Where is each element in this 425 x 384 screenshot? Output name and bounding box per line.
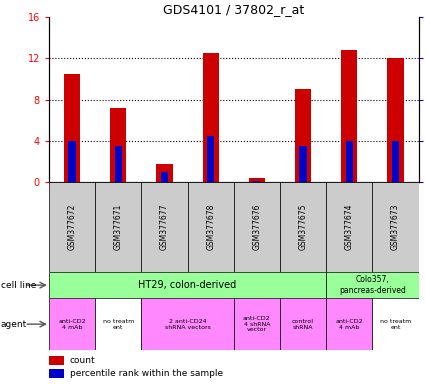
Text: agent: agent: [1, 319, 27, 329]
Bar: [156, 164, 173, 182]
Bar: [234, 182, 280, 272]
Bar: [187, 182, 234, 272]
Bar: [49, 272, 326, 298]
Bar: [253, 180, 261, 182]
Bar: [388, 58, 404, 182]
Bar: [49, 356, 65, 365]
Bar: [110, 108, 126, 182]
Bar: [161, 172, 168, 182]
Bar: [207, 136, 214, 182]
Text: Colo357,
pancreas-derived: Colo357, pancreas-derived: [339, 275, 406, 295]
Text: count: count: [70, 356, 95, 365]
Bar: [64, 74, 80, 182]
Bar: [326, 272, 419, 298]
Bar: [326, 298, 372, 350]
Text: anti-CD2
4 mAb: anti-CD2 4 mAb: [335, 319, 363, 329]
Text: GSM377671: GSM377671: [114, 204, 123, 250]
Text: GSM377678: GSM377678: [206, 204, 215, 250]
Bar: [295, 89, 311, 182]
Text: anti-CD2
4 shRNA
vector: anti-CD2 4 shRNA vector: [243, 316, 271, 333]
Bar: [372, 182, 419, 272]
Bar: [115, 146, 122, 182]
Bar: [280, 182, 326, 272]
Title: GDS4101 / 37802_r_at: GDS4101 / 37802_r_at: [163, 3, 304, 16]
Bar: [95, 298, 141, 350]
Bar: [141, 182, 187, 272]
Text: GSM377675: GSM377675: [299, 204, 308, 250]
Bar: [49, 369, 65, 378]
Text: GSM377672: GSM377672: [68, 204, 76, 250]
Text: control
shRNA: control shRNA: [292, 319, 314, 329]
Text: no treatm
ent: no treatm ent: [102, 319, 134, 329]
Bar: [346, 141, 353, 182]
Bar: [341, 50, 357, 182]
Bar: [68, 141, 76, 182]
Text: GSM377676: GSM377676: [252, 204, 261, 250]
Text: 2 anti-CD24
shRNA vectors: 2 anti-CD24 shRNA vectors: [164, 319, 210, 329]
Bar: [141, 298, 234, 350]
Bar: [49, 298, 95, 350]
Text: HT29, colon-derived: HT29, colon-derived: [139, 280, 237, 290]
Text: no treatm
ent: no treatm ent: [380, 319, 411, 329]
Bar: [280, 298, 326, 350]
Bar: [49, 182, 95, 272]
Bar: [95, 182, 141, 272]
Bar: [234, 298, 280, 350]
Text: GSM377673: GSM377673: [391, 204, 400, 250]
Bar: [326, 182, 372, 272]
Bar: [249, 178, 265, 182]
Text: GSM377677: GSM377677: [160, 204, 169, 250]
Bar: [203, 53, 219, 182]
Text: anti-CD2
4 mAb: anti-CD2 4 mAb: [58, 319, 86, 329]
Text: percentile rank within the sample: percentile rank within the sample: [70, 369, 223, 378]
Bar: [300, 146, 307, 182]
Bar: [372, 298, 419, 350]
Bar: [392, 141, 399, 182]
Text: cell line: cell line: [1, 281, 36, 290]
Text: GSM377674: GSM377674: [345, 204, 354, 250]
